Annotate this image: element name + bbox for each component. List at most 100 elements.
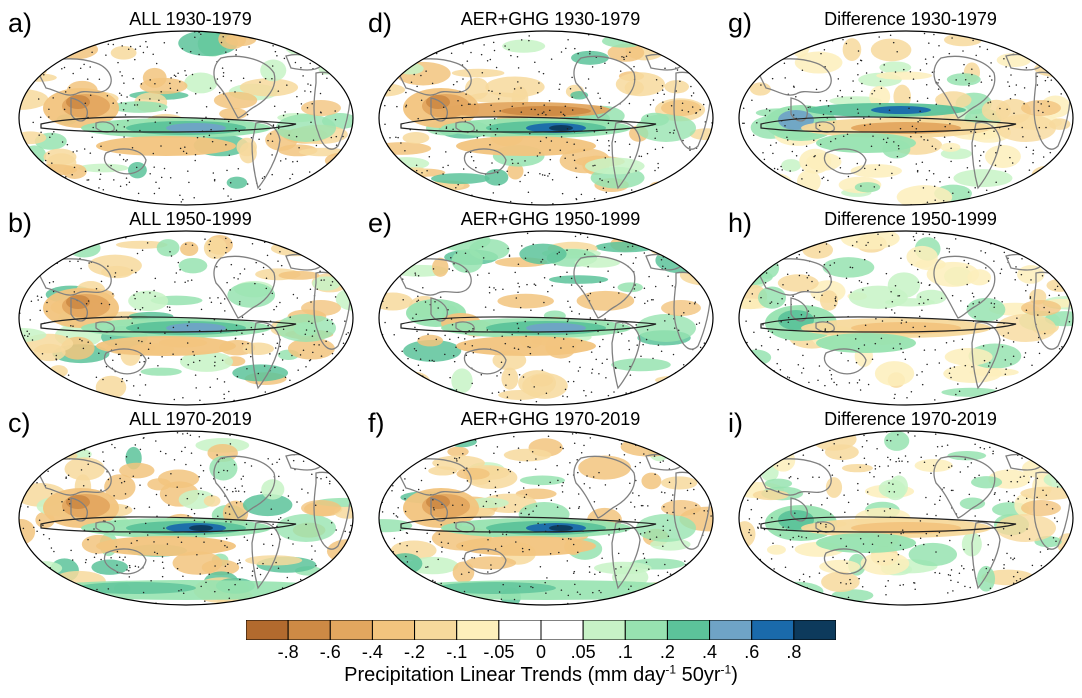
trend-patch [916, 289, 947, 305]
map-panel: g) Difference 1930-1979 [728, 9, 1074, 210]
colorbar-bin [287, 620, 331, 640]
trend-patch [806, 152, 842, 171]
map-field [379, 231, 713, 405]
climatology-contour [400, 516, 657, 533]
trend-patch [232, 364, 289, 382]
trend-patch [841, 463, 873, 473]
trend-patch [1053, 61, 1071, 78]
tropical-pacific-trend [189, 525, 213, 531]
coastline [755, 58, 832, 96]
trend-patch [213, 91, 258, 109]
trend-patch [696, 238, 713, 255]
trend-patch [766, 544, 786, 555]
trend-patch [752, 489, 790, 501]
colorbar-bin [498, 620, 542, 640]
coastline [971, 121, 1001, 190]
coastline [755, 258, 832, 296]
robinson-map [738, 430, 1074, 606]
trend-patch [673, 231, 713, 250]
trend-patch [571, 50, 609, 65]
trend-patch [749, 82, 771, 96]
trend-patch [179, 351, 234, 372]
trend-patch [323, 448, 353, 460]
trend-patch [330, 450, 353, 463]
maritime-continent-trend [426, 95, 450, 109]
coastline [103, 548, 147, 575]
trend-patch [854, 182, 881, 193]
panel-letter: i) [728, 408, 743, 438]
map-panel: d) AER+GHG 1930-1979 [368, 8, 714, 210]
trend-patch [502, 39, 546, 53]
trend-patch [29, 164, 78, 176]
map-border [18, 430, 354, 606]
trend-patch [451, 68, 505, 78]
trend-patch [242, 342, 274, 355]
trend-patch [501, 367, 519, 390]
trend-patch [140, 367, 182, 376]
trend-patch [403, 339, 462, 362]
coastline [455, 321, 475, 333]
trend-patch [379, 554, 395, 565]
panel-letter: a) [8, 8, 33, 38]
trend-patch [971, 476, 1003, 489]
trend-patch [19, 441, 42, 460]
trend-patch [432, 257, 449, 277]
coastline [395, 258, 472, 296]
coastline [35, 258, 112, 296]
trend-patch [110, 45, 137, 60]
trend-patch [664, 80, 690, 94]
map-field [379, 431, 713, 605]
map-border [738, 30, 1074, 206]
map-field [19, 31, 353, 205]
trend-patch [796, 170, 821, 194]
climatology-contour [760, 516, 1017, 533]
panel-letter: d) [368, 8, 393, 38]
tropical-pacific-trend [166, 323, 226, 333]
panel-title: Difference 1930-1979 [824, 9, 997, 29]
robinson-map [738, 30, 1074, 206]
atlantic-trend [661, 300, 701, 316]
trend-patch [969, 368, 1019, 377]
trend-patch [203, 495, 221, 507]
itcz-north-trend [871, 106, 931, 114]
coastline [213, 55, 276, 119]
climatology-contour [760, 316, 1017, 333]
trend-patch [78, 163, 129, 173]
map-panel: b) ALL 1950-1999 [8, 209, 354, 410]
trend-patch [239, 78, 299, 97]
trend-patch [33, 343, 66, 362]
trend-patch [959, 497, 986, 510]
coastline [573, 55, 636, 119]
trend-patch [967, 269, 992, 286]
climatology-contour [760, 116, 1017, 133]
map-border [18, 30, 354, 206]
coastline [823, 348, 867, 375]
colorbar-tick-label: .05 [570, 642, 596, 662]
trend-patch [402, 132, 430, 144]
coastline [213, 255, 276, 319]
coastline [251, 321, 281, 390]
atlantic-trend [1021, 300, 1061, 316]
trend-patch [893, 84, 912, 109]
trend-patch [23, 73, 57, 82]
atlantic-trend [636, 514, 696, 542]
trend-patch [468, 238, 510, 261]
trend-patch [312, 276, 341, 291]
map-panel: i) Difference 1970-2019 [728, 408, 1074, 610]
tropical-pacific-trend [166, 123, 226, 133]
trend-patch [379, 239, 411, 259]
map-field [379, 31, 713, 205]
south-pacific-trend [456, 536, 596, 556]
trend-patch [874, 361, 915, 386]
trend-patch [110, 101, 168, 113]
atlantic-trend [661, 500, 701, 516]
trend-patch [115, 240, 168, 249]
map-panel: f) AER+GHG 1970-2019 [368, 408, 714, 610]
coastline [455, 521, 475, 533]
trend-patch [68, 238, 101, 258]
trend-patch [49, 365, 68, 378]
panel-letter: f) [368, 408, 385, 438]
trend-patch [870, 38, 912, 62]
southern-ocean-band [76, 582, 196, 594]
atlantic-trend [301, 100, 341, 116]
